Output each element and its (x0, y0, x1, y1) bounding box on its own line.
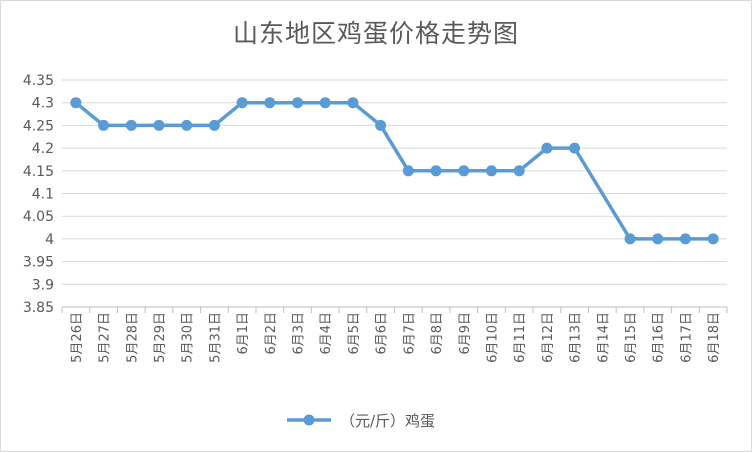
data-point (319, 97, 331, 109)
x-tick-label: 6月3日 (292, 312, 307, 355)
x-tick-label: 5月29日 (153, 312, 168, 363)
x-tick-label: 6月10日 (485, 312, 500, 363)
y-axis-tick-labels: 4.35 4.3 4.25 4.2 4.15 4.1 4.05 4 3.95 3.9 3.85 (23, 73, 54, 316)
data-point (569, 142, 581, 154)
y-tick-label: 3.9 (32, 277, 54, 293)
y-tick-label: 4.05 (23, 209, 54, 225)
data-point (652, 233, 664, 245)
x-tick-label: 6月12日 (541, 312, 556, 363)
data-point (208, 119, 220, 131)
x-tick-label: 6月14日 (596, 312, 611, 363)
x-tick-label: 6月9日 (458, 312, 473, 355)
data-point (624, 233, 636, 245)
y-tick-label: 4.2 (32, 141, 54, 157)
x-tick-label: 6月13日 (569, 312, 584, 363)
x-tick-label: 6月5日 (347, 312, 362, 355)
y-tick-label: 3.85 (23, 300, 54, 316)
data-point (125, 119, 137, 131)
x-tick-label: 6月8日 (430, 312, 445, 355)
legend-marker (287, 414, 331, 426)
data-point (485, 165, 497, 177)
x-tick-label: 5月26日 (70, 312, 85, 363)
data-point (458, 165, 470, 177)
data-point (430, 165, 442, 177)
x-tick-label: 6月6日 (375, 312, 390, 355)
x-tick-label: 6月17日 (679, 312, 694, 363)
data-point (236, 97, 248, 109)
x-tick-label: 6月11日 (513, 312, 528, 363)
x-tick-label: 6月1日 (236, 312, 251, 355)
x-tick-label: 5月27日 (98, 312, 113, 363)
x-axis-tick-labels: 5月26日 5月27日 5月28日 5月29日 5月30日 5月31日 6月1日 6月2日 6月… (70, 312, 722, 363)
data-point (513, 165, 525, 177)
data-point (70, 97, 82, 109)
data-point (402, 165, 414, 177)
y-tick-label: 4.35 (23, 73, 54, 89)
data-point (153, 119, 165, 131)
x-tick-label: 6月16日 (652, 312, 667, 363)
data-point (347, 97, 359, 109)
x-tick-label: 6月18日 (707, 312, 722, 363)
x-tick-label: 6月15日 (624, 312, 639, 363)
y-tick-label: 3.95 (23, 255, 54, 271)
data-point (707, 233, 719, 245)
gridlines (61, 79, 728, 313)
data-point (375, 119, 387, 131)
data-point (181, 119, 193, 131)
x-tick-label: 6月4日 (319, 312, 334, 355)
data-point (264, 97, 276, 109)
y-tick-label: 4.15 (23, 164, 54, 180)
data-point (541, 142, 553, 154)
y-tick-label: 4.1 (32, 187, 54, 203)
series-line (70, 97, 719, 245)
x-tick-label: 6月2日 (264, 312, 279, 355)
x-tick-label: 5月28日 (125, 312, 140, 363)
y-tick-label: 4 (45, 232, 54, 248)
legend-label: （元/斤）鸡蛋 (340, 411, 436, 430)
x-tick-label: 6月7日 (402, 312, 417, 355)
x-tick-label: 5月30日 (181, 312, 196, 363)
chart-title: 山东地区鸡蛋价格走势图 (232, 19, 519, 48)
data-point (292, 97, 304, 109)
legend: （元/斤）鸡蛋 (286, 410, 435, 430)
x-tick-label: 5月31日 (208, 312, 223, 363)
y-tick-label: 4.25 (23, 118, 54, 134)
data-point (98, 119, 110, 131)
data-point (679, 233, 691, 245)
y-tick-label: 4.3 (32, 96, 54, 112)
